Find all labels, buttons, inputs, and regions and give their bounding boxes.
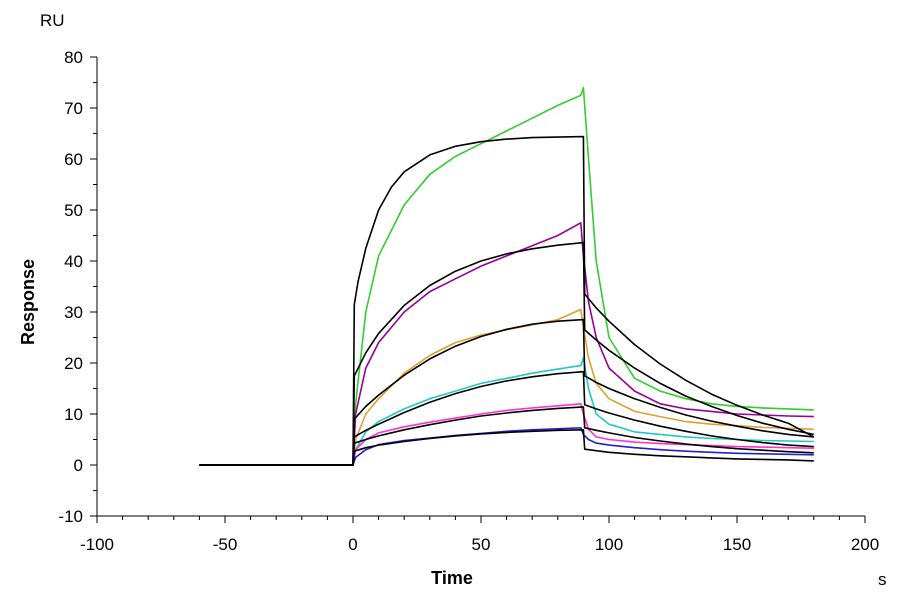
y-tick-label: 50 (64, 201, 83, 220)
y-tick-label: 40 (64, 252, 83, 271)
y-tick-label: 10 (64, 405, 83, 424)
y-tick-label: 80 (64, 48, 83, 67)
x-tick-label: -50 (213, 535, 238, 554)
x-tick-label: 150 (723, 535, 751, 554)
x-tick-label: 200 (851, 535, 879, 554)
fit-curve-10 (199, 406, 814, 466)
fit-curve-9 (199, 370, 814, 466)
y-tick-label: 30 (64, 303, 83, 322)
y-tick-label: -10 (58, 507, 83, 526)
response-curve-1 (199, 222, 814, 466)
fit-curve-7 (199, 241, 814, 466)
response-curve-0 (199, 86, 814, 466)
y-tick-label: 20 (64, 354, 83, 373)
x-axis-title: Time (431, 568, 473, 588)
fit-curve-11 (199, 428, 814, 466)
y-tick-label: 70 (64, 99, 83, 118)
curves (199, 86, 815, 466)
x-tick-label: 100 (595, 535, 623, 554)
x-axis-unit: s (878, 570, 887, 589)
y-axis-unit: RU (40, 11, 65, 30)
x-tick-label: 0 (348, 535, 357, 554)
response-curve-2 (199, 308, 814, 466)
response-curve-4 (199, 402, 814, 466)
fit-curve-6 (199, 135, 815, 466)
x-tick-label: -100 (80, 535, 114, 554)
y-tick-label: 60 (64, 150, 83, 169)
y-axis-title: Response (18, 259, 38, 345)
x-axis-ticks: -100 -50 0 50 100 150 200 (80, 516, 879, 554)
y-tick-label: 0 (74, 456, 83, 475)
x-tick-label: 50 (472, 535, 491, 554)
response-curve-3 (199, 357, 814, 466)
y-axis-ticks: -10 0 10 20 30 40 50 60 70 80 (58, 48, 97, 526)
fit-curve-8 (199, 318, 814, 466)
